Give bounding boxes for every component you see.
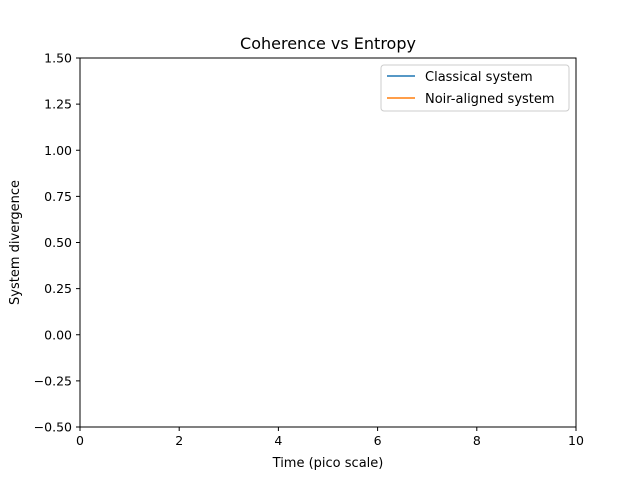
legend: Classical system Noir-aligned system <box>380 64 570 112</box>
x-axis-ticks: 0 2 4 6 8 10 <box>76 427 584 448</box>
y-tick-label: 0.00 <box>44 327 72 342</box>
plot-area <box>80 58 576 427</box>
y-axis-ticks: −0.50 −0.25 0.00 0.25 0.50 0.75 1.00 1.25 1.50 <box>34 51 80 435</box>
x-tick-label: 4 <box>274 433 282 448</box>
axes-background <box>80 58 576 427</box>
y-axis-label: System divergence <box>8 180 23 305</box>
x-tick-label: 8 <box>473 433 481 448</box>
legend-label-noir: Noir-aligned system <box>425 92 555 107</box>
x-tick-label: 10 <box>568 433 584 448</box>
axes-frame <box>79 57 577 428</box>
y-tick-label: 0.25 <box>44 281 72 296</box>
y-tick-label: −0.25 <box>34 373 72 388</box>
y-tick-label: 1.25 <box>44 97 72 112</box>
y-tick-label: 0.75 <box>44 189 72 204</box>
x-axis-label: Time (pico scale) <box>272 456 384 471</box>
chart-title: Coherence vs Entropy <box>240 34 416 53</box>
x-tick-label: 6 <box>374 433 382 448</box>
legend-box <box>380 64 570 112</box>
y-tick-label: 0.50 <box>44 235 72 250</box>
y-tick-label: 1.00 <box>44 143 72 158</box>
x-tick-label: 2 <box>175 433 183 448</box>
y-tick-label: 1.50 <box>44 51 72 66</box>
y-tick-label: −0.50 <box>34 420 72 435</box>
legend-label-classical: Classical system <box>425 70 533 85</box>
x-tick-label: 0 <box>76 433 84 448</box>
